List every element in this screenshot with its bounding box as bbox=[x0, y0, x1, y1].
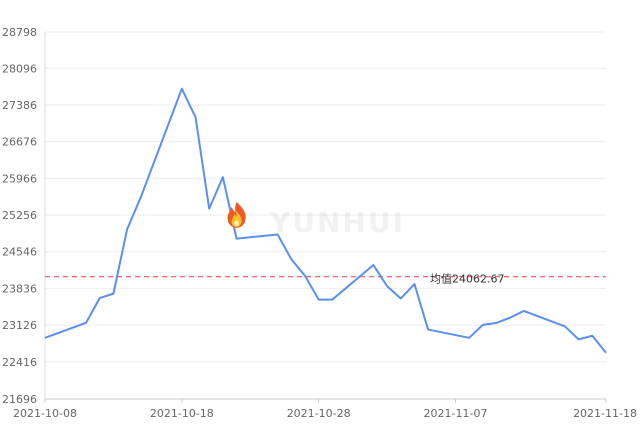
y-tick-label: 23126 bbox=[2, 319, 37, 332]
average-line-group: 均值24062.67 bbox=[45, 273, 606, 286]
x-tick-label: 2021-10-08 bbox=[13, 407, 77, 420]
y-tick-label: 28798 bbox=[2, 26, 37, 39]
y-tick-label: 28096 bbox=[2, 62, 37, 75]
y-tick-labels: 21696 22416 23126 23836 24546 25256 25966 26676… bbox=[2, 26, 37, 406]
y-tick-label: 23836 bbox=[2, 282, 37, 295]
y-tick-label: 24546 bbox=[2, 246, 37, 259]
x-tick-label: 2021-10-18 bbox=[150, 407, 214, 420]
x-tick-labels: 2021-10-08 2021-10-18 2021-10-28 2021-11-07… bbox=[13, 407, 637, 420]
y-tick-label: 25966 bbox=[2, 172, 37, 185]
x-tick-label: 2021-11-07 bbox=[424, 407, 488, 420]
y-tick-label: 22416 bbox=[2, 356, 37, 369]
y-tick-label: 27386 bbox=[2, 99, 37, 112]
y-tick-label: 25256 bbox=[2, 209, 37, 222]
y-tick-label: 21696 bbox=[2, 393, 37, 406]
y-tick-label: 26676 bbox=[2, 136, 37, 149]
watermark: YUNHUI bbox=[269, 206, 405, 239]
x-tick-label: 2021-10-28 bbox=[287, 407, 351, 420]
x-tick-label: 2021-11-18 bbox=[573, 407, 637, 420]
average-label: 均值24062.67 bbox=[430, 273, 505, 286]
